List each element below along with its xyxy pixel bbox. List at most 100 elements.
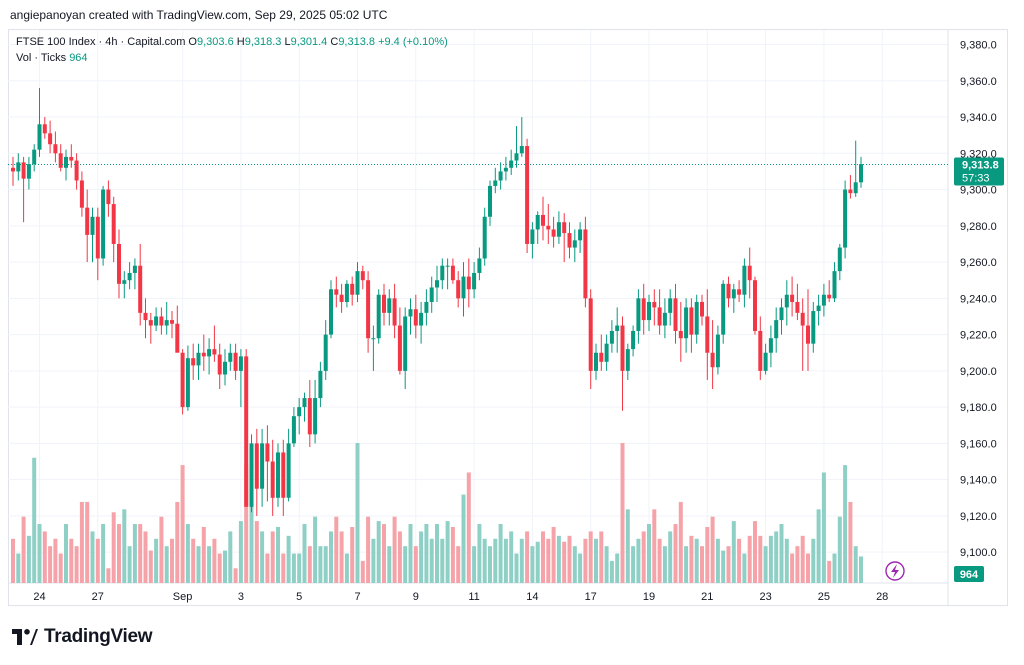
candle: [578, 222, 583, 254]
y-tick-label: 9,120.0: [960, 511, 997, 523]
candle-body: [297, 407, 302, 417]
candle-body: [164, 320, 169, 326]
candle-body: [302, 398, 307, 408]
candle-body: [477, 258, 482, 273]
candle-body: [647, 301, 651, 321]
volume-bar: [477, 524, 482, 583]
candle: [339, 283, 344, 313]
volume-bar: [313, 516, 318, 583]
tradingview-logo[interactable]: TradingView: [12, 626, 153, 648]
ohlc-row: FTSE 100 Index · 4h · Capital.com O9,303…: [16, 34, 448, 50]
y-tick-label: 9,200.0: [960, 366, 997, 378]
candle-body: [191, 358, 196, 366]
volume-bar: [154, 538, 159, 583]
volume-bar: [403, 546, 408, 583]
candle: [562, 213, 567, 263]
volume-bar: [562, 541, 567, 583]
x-tick-label: 9: [413, 591, 419, 603]
candle-body: [625, 349, 630, 371]
candle-body: [859, 164, 863, 183]
candle-body: [350, 283, 355, 295]
candle: [355, 262, 360, 302]
volume-bar: [450, 527, 455, 583]
candle: [609, 320, 614, 353]
candle: [408, 298, 413, 335]
candle-body: [201, 352, 206, 357]
candle: [254, 428, 259, 516]
candle-body: [599, 352, 604, 362]
lightning-icon-bolt: [891, 564, 899, 578]
volume-bar: [694, 538, 699, 583]
candle-body: [657, 307, 662, 326]
lightning-icon[interactable]: [885, 561, 905, 581]
candle: [546, 204, 551, 244]
candle-body: [721, 283, 726, 335]
candle: [440, 258, 445, 290]
candle: [678, 301, 683, 362]
candle-body: [95, 216, 100, 259]
candle: [747, 247, 752, 299]
candle-body: [715, 334, 720, 368]
candle-body: [710, 352, 715, 368]
volume-bar: [572, 546, 577, 583]
volume-bar: [843, 465, 848, 583]
candle-body: [821, 294, 826, 306]
candle: [843, 180, 848, 259]
volume-bar: [530, 546, 535, 583]
volume-bar: [180, 465, 185, 583]
candle-body: [127, 272, 132, 281]
candle: [297, 398, 302, 435]
volume-bar: [784, 538, 789, 583]
volume-bar: [191, 538, 196, 583]
volume-bar: [737, 538, 742, 583]
volume-bar: [276, 527, 280, 583]
candle-body: [392, 298, 397, 326]
candle: [689, 298, 694, 353]
volume-bar: [382, 524, 386, 583]
candle: [207, 338, 212, 375]
y-tick-label: 9,280.0: [960, 221, 997, 233]
candle-body: [148, 320, 153, 326]
candle: [360, 265, 365, 290]
candle: [684, 298, 689, 353]
volume-bar: [466, 472, 471, 583]
candle-body: [138, 265, 143, 313]
candle: [69, 144, 74, 168]
candle-body: [276, 452, 280, 498]
candle-body: [291, 416, 296, 444]
volume-label[interactable]: Vol · Ticks: [16, 52, 67, 64]
candle: [117, 229, 121, 299]
volume-bar: [859, 556, 863, 583]
candle-body: [684, 307, 689, 339]
candle: [779, 298, 784, 335]
volume-bar: [413, 546, 418, 583]
volume-bar: [599, 531, 604, 583]
candle: [413, 294, 418, 339]
volume-bar: [122, 509, 127, 583]
volume-bar: [265, 553, 270, 583]
candle: [710, 320, 715, 389]
candle: [472, 262, 477, 299]
candle-body: [79, 180, 84, 208]
candle: [228, 343, 233, 371]
symbol-label[interactable]: FTSE 100 Index · 4h · Capital.com: [16, 36, 186, 48]
volume-bar: [429, 538, 434, 583]
volume-bar: [42, 531, 47, 583]
volume-bar: [69, 538, 74, 583]
candle: [662, 298, 667, 339]
candle-body: [594, 352, 598, 371]
candle-body: [779, 307, 784, 321]
volume-bar: [482, 538, 487, 583]
volume-bar: [143, 531, 148, 583]
high-label: H: [236, 36, 245, 48]
volume-bar: [270, 531, 275, 583]
volume-bar: [207, 546, 212, 583]
candle-body: [450, 265, 455, 281]
candle-body: [339, 294, 344, 302]
volume-bar: [710, 516, 715, 583]
candle-body: [180, 352, 185, 408]
volume-bar: [297, 553, 302, 583]
candle: [397, 307, 402, 375]
volume-bar: [609, 560, 614, 583]
